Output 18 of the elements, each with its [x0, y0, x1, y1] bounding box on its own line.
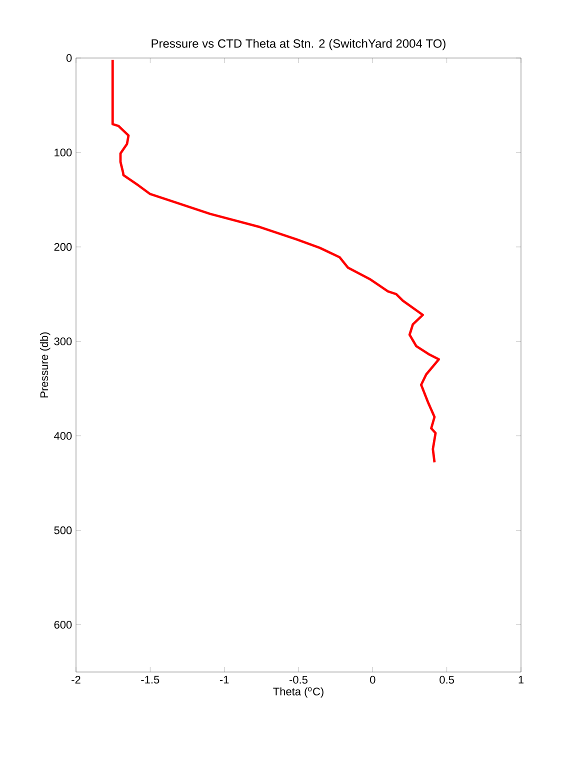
y-tick-label: 0 [66, 54, 72, 62]
x-tick-label: -2 [72, 676, 80, 684]
line-series [111, 58, 440, 464]
y-tick-label: 200 [54, 243, 72, 251]
x-tick-label: 0 [370, 676, 376, 684]
chart-title: Pressure vs CTD Theta at Stn. 2 (SwitchYard 2004 TO) [152, 38, 446, 50]
x-tick-label: -1 [220, 676, 229, 684]
y-axis-title: Pressure (db) [40, 332, 50, 398]
y-tick-label: 600 [54, 620, 72, 629]
x-tick-label: -0.5 [290, 676, 308, 684]
y-tick-label: 300 [54, 338, 72, 346]
x-tick-label: 1 [518, 676, 524, 684]
y-tick-label: 100 [54, 148, 72, 156]
x-axis-title: Theta ($^{o}$C) [273, 687, 324, 698]
x-tick-label: -1.5 [141, 676, 160, 684]
x-tick-label: 0.5 [440, 676, 454, 684]
y-tick-label: 500 [54, 526, 72, 534]
y-tick-label: 400 [54, 432, 72, 440]
